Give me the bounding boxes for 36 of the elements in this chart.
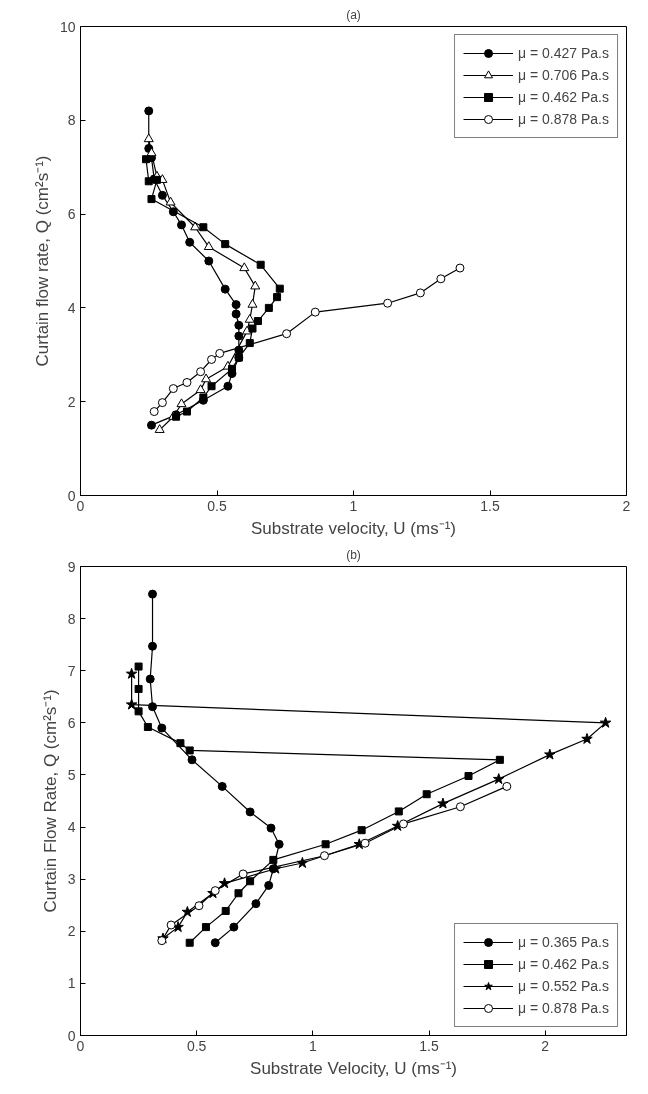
y-tick-label: 2 (67, 393, 76, 410)
y-tick-label: 8 (67, 610, 76, 627)
x-tick-label: 0.5 (186, 1037, 207, 1054)
y-axis-title: Curtain Flow Rate, Q (cm²s⁻¹) (40, 689, 60, 913)
x-tick-label: 1 (349, 497, 358, 514)
y-tick-label: 8 (67, 112, 76, 129)
y-tick-label: 6 (67, 206, 76, 223)
chart-title: (a) (346, 7, 361, 22)
y-tick-label: 1 (67, 975, 76, 992)
legend-label: μ = 0.706 Pa.s (518, 67, 609, 83)
legend-label: μ = 0.878 Pa.s (518, 111, 609, 127)
y-tick-label: 5 (67, 766, 76, 783)
x-axis-title: Substrate Velocity, U (ms⁻¹) (250, 1058, 457, 1078)
x-axis-title: Substrate velocity, U (ms⁻¹) (251, 518, 457, 538)
legend-label: μ = 0.427 Pa.s (518, 45, 609, 61)
x-tick-label: 2 (541, 1037, 550, 1054)
legend-label: μ = 0.878 Pa.s (518, 1000, 609, 1016)
y-tick-label: 4 (67, 819, 76, 836)
chart-title: (b) (346, 547, 361, 562)
y-tick-label: 9 (67, 558, 76, 575)
y-tick-label: 2 (67, 923, 76, 940)
x-tick-label: 1.5 (480, 497, 500, 514)
y-tick-label: 4 (67, 299, 76, 316)
legend-label: μ = 0.365 Pa.s (518, 934, 609, 950)
y-tick-label: 10 (59, 18, 76, 35)
y-tick-label: 3 (67, 871, 76, 888)
legend-label: μ = 0.552 Pa.s (518, 978, 609, 994)
x-tick-label: 2 (622, 497, 631, 514)
x-tick-label: 1 (308, 1037, 317, 1054)
legend-label: μ = 0.462 Pa.s (518, 956, 609, 972)
x-tick-label: 0.5 (207, 497, 227, 514)
y-tick-label: 7 (67, 662, 76, 679)
legend-label: μ = 0.462 Pa.s (518, 89, 609, 105)
y-tick-label: 6 (67, 714, 76, 731)
x-tick-label: 1.5 (419, 1037, 439, 1054)
y-axis-title: Curtain flow rate, Q (cm²s⁻¹) (32, 155, 52, 367)
